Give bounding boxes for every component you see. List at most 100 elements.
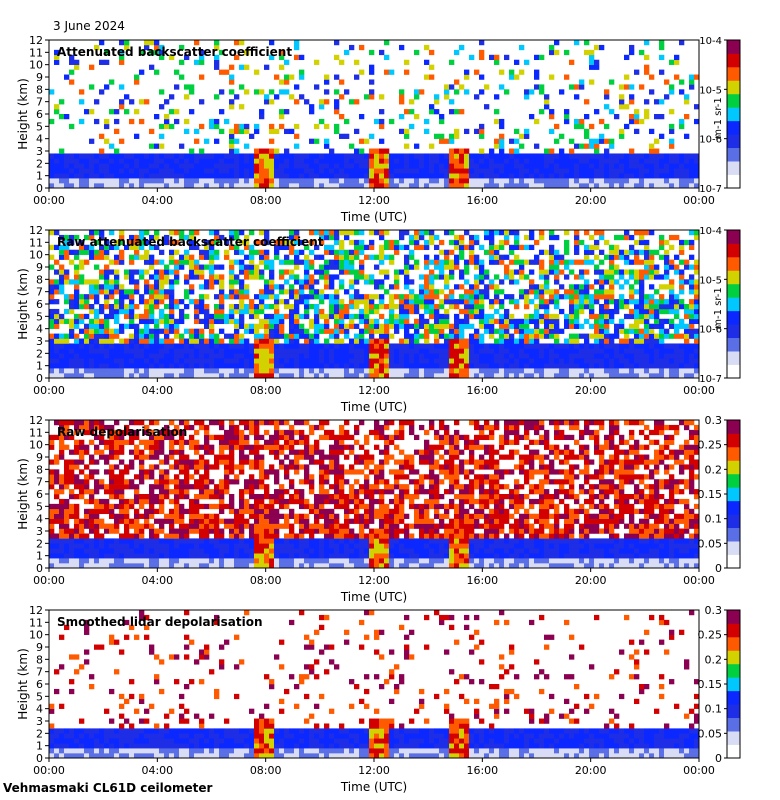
heatmap-cell <box>684 279 690 285</box>
heatmap-cell <box>469 299 475 305</box>
heatmap-cell <box>634 239 640 246</box>
heatmap-cell <box>409 338 415 344</box>
heatmap-cell <box>264 353 270 359</box>
heatmap-cell <box>649 274 655 280</box>
heatmap-cell <box>224 358 230 364</box>
heatmap-cell <box>144 299 150 305</box>
heatmap-cell <box>144 313 150 320</box>
heatmap-cell <box>294 368 300 374</box>
heatmap-cell <box>54 479 60 485</box>
heatmap-cell <box>294 99 300 105</box>
heatmap-cell <box>469 153 475 159</box>
heatmap-cell <box>204 368 210 374</box>
heatmap-cell <box>524 153 530 159</box>
heatmap-cell <box>279 79 285 85</box>
heatmap-cell <box>229 313 235 320</box>
heatmap-cell <box>139 230 145 236</box>
heatmap-cell <box>144 368 150 374</box>
heatmap-cell <box>379 358 385 364</box>
heatmap-cell <box>409 299 415 305</box>
heatmap-cell <box>59 363 65 369</box>
heatmap-cell <box>59 449 65 455</box>
y-tick-label: 8 <box>36 273 43 286</box>
heatmap-cell <box>409 264 415 270</box>
heatmap-cell <box>579 183 585 189</box>
heatmap-cell <box>104 528 110 534</box>
heatmap-cell <box>319 234 325 241</box>
heatmap-cell <box>444 294 450 300</box>
heatmap-cell <box>609 143 615 149</box>
heatmap-cell <box>49 459 55 465</box>
heatmap-cell <box>374 358 380 364</box>
heatmap-cell <box>594 264 600 270</box>
heatmap-cell <box>504 264 510 270</box>
heatmap-cell <box>579 304 585 310</box>
heatmap-cell <box>164 99 170 105</box>
heatmap-cell <box>149 429 155 436</box>
colorbar-segment <box>727 270 740 285</box>
heatmap-cell <box>104 508 110 515</box>
heatmap-cell <box>509 279 515 285</box>
heatmap-cell <box>334 163 340 169</box>
heatmap-cell <box>214 249 220 255</box>
heatmap-cell <box>154 434 160 441</box>
heatmap-cell <box>559 358 565 364</box>
heatmap-cell <box>319 294 325 300</box>
heatmap-cell <box>494 318 500 325</box>
heatmap-cell <box>409 348 415 354</box>
heatmap-cell <box>189 230 195 236</box>
heatmap-cell <box>444 353 450 359</box>
heatmap-cell <box>504 168 510 174</box>
heatmap-cell <box>54 538 60 544</box>
heatmap-cell <box>664 183 670 189</box>
heatmap-cell <box>539 269 545 275</box>
heatmap-cell <box>524 234 530 241</box>
heatmap-cell <box>49 264 55 270</box>
heatmap-cell <box>304 328 310 334</box>
heatmap-cell <box>509 313 515 320</box>
heatmap-cell <box>549 249 555 255</box>
heatmap-cell <box>424 284 430 290</box>
heatmap-cell <box>129 429 135 436</box>
heatmap-cell <box>499 363 505 369</box>
heatmap-cell <box>209 333 215 339</box>
heatmap-cell <box>594 148 600 154</box>
heatmap-cell <box>219 163 225 169</box>
heatmap-cell <box>679 118 685 125</box>
heatmap-cell <box>439 343 445 349</box>
heatmap-cell <box>274 239 280 246</box>
heatmap-cell <box>519 163 525 169</box>
heatmap-cell <box>584 333 590 339</box>
heatmap-cell <box>64 348 70 354</box>
heatmap-cell <box>674 353 680 359</box>
heatmap-cell <box>159 163 165 169</box>
heatmap-cell <box>144 358 150 364</box>
heatmap-cell <box>119 444 125 450</box>
heatmap-cell <box>494 94 500 100</box>
heatmap-cell <box>659 69 665 75</box>
heatmap-cell <box>629 353 635 359</box>
heatmap-cell <box>419 368 425 374</box>
heatmap-cell <box>359 333 365 339</box>
heatmap-cell <box>139 543 145 549</box>
heatmap-cell <box>164 358 170 364</box>
heatmap-cell <box>279 333 285 339</box>
heatmap-cell <box>229 79 235 85</box>
heatmap-cell <box>54 323 60 329</box>
heatmap-cell <box>539 54 545 61</box>
heatmap-cell <box>79 153 85 159</box>
heatmap-cell <box>99 348 105 354</box>
heatmap-cell <box>264 249 270 255</box>
heatmap-cell <box>154 528 160 534</box>
heatmap-cell <box>634 178 640 184</box>
heatmap-cell <box>164 294 170 300</box>
heatmap-cell <box>354 368 360 374</box>
heatmap-cell <box>634 254 640 260</box>
heatmap-cell <box>314 333 320 339</box>
heatmap-cell <box>189 163 195 169</box>
heatmap-cell <box>54 348 60 354</box>
heatmap-cell <box>204 178 210 184</box>
heatmap-cell <box>394 348 400 354</box>
y-tick-label: 6 <box>36 108 43 121</box>
heatmap-cell <box>564 163 570 169</box>
